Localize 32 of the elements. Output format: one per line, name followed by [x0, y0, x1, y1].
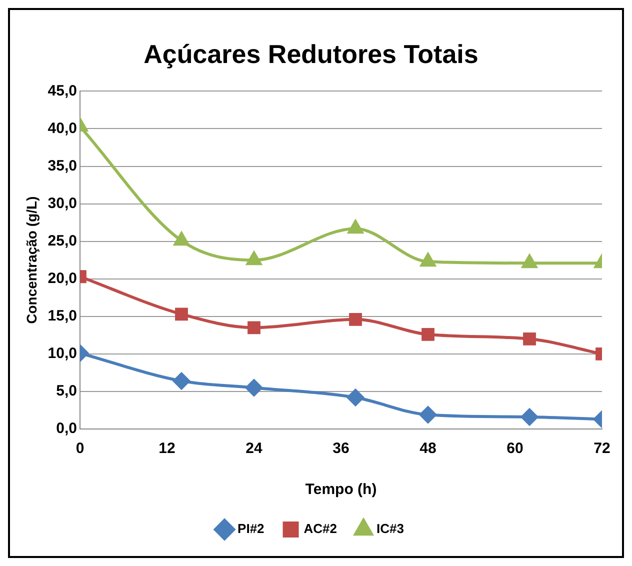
- x-tick-label: 72: [594, 440, 610, 458]
- y-tick-label: 45,0: [48, 82, 77, 100]
- x-tick-label: 12: [158, 440, 176, 458]
- y-tick-label: 35,0: [48, 157, 77, 174]
- y-axis-title: Concentração (g/L): [23, 196, 40, 324]
- y-tick-label: 30,0: [48, 194, 77, 212]
- y-tick-label: 20,0: [48, 270, 77, 288]
- x-tick-label: 0: [76, 440, 84, 458]
- point: [248, 321, 260, 334]
- point: [420, 253, 436, 267]
- y-tick-label: 15,0: [48, 308, 77, 325]
- y-tick-label: 25,0: [48, 232, 77, 250]
- point: [422, 328, 434, 341]
- y-tick-label: 10,0: [48, 345, 77, 362]
- x-tick-label: 48: [420, 440, 436, 458]
- x-axis-title: Tempo (h): [305, 481, 377, 498]
- point: [245, 379, 262, 396]
- chart-title: Açúcares Redutores Totais: [144, 38, 478, 69]
- y-tick-label: 0,0: [56, 420, 77, 438]
- y-tick-label: 5,0: [56, 382, 77, 400]
- x-tick-label: 24: [246, 440, 263, 458]
- y-tick-label: 40,0: [48, 120, 77, 137]
- point: [349, 312, 362, 326]
- point: [348, 220, 364, 234]
- point: [420, 406, 436, 424]
- point: [246, 252, 262, 266]
- legend-label: AC#2: [304, 521, 338, 536]
- x-tick-label: 60: [506, 440, 524, 458]
- x-tick-label: 36: [332, 440, 350, 458]
- legend-label: IC#3: [376, 521, 404, 536]
- legend-label: PI#2: [238, 521, 264, 536]
- point: [347, 388, 364, 406]
